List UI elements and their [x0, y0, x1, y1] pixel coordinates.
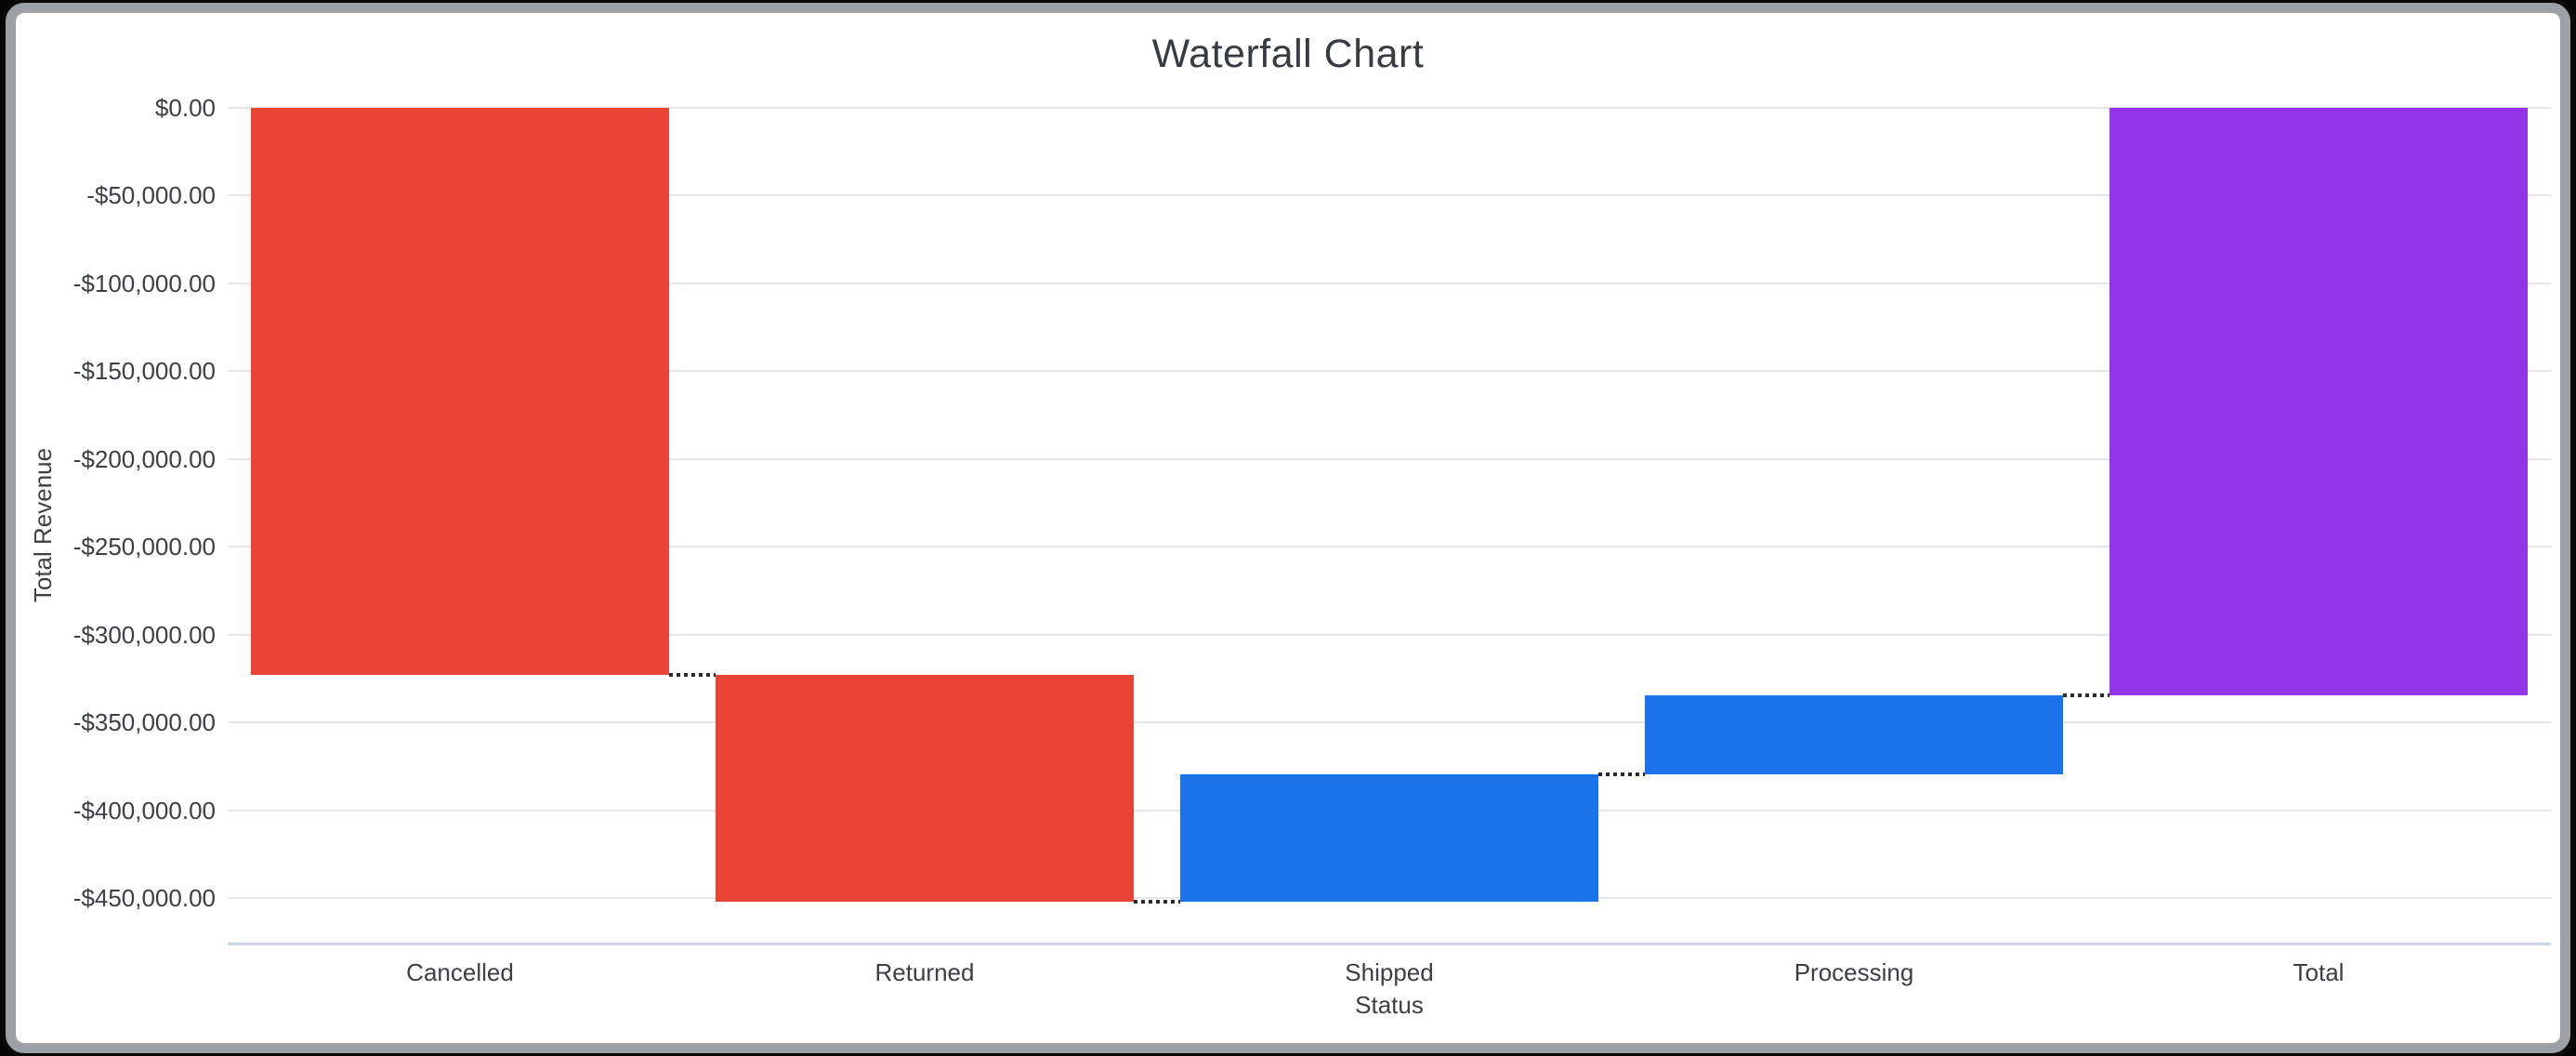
bar-returned[interactable] [716, 675, 1134, 902]
gridline [228, 633, 2551, 636]
bar-cancelled[interactable] [251, 107, 669, 675]
y-tick-label: -$200,000.00 [72, 444, 216, 473]
y-tick-label: -$350,000.00 [72, 708, 216, 737]
x-tick-label-processing: Processing [1794, 958, 1914, 986]
y-tick-label: $0.00 [154, 93, 216, 122]
gridline [228, 457, 2551, 460]
bar-processing[interactable] [1645, 694, 2063, 774]
waterfall-connector [669, 673, 716, 677]
chart-title: Waterfall Chart [1151, 32, 1425, 76]
gridline [228, 370, 2551, 372]
x-tick-label-total: Total [2293, 958, 2345, 986]
x-axis-baseline [228, 942, 2551, 945]
gridline [228, 106, 2551, 109]
y-tick-label: -$100,000.00 [72, 269, 216, 297]
y-axis-title: Total Revenue [29, 447, 57, 603]
waterfall-connector [2063, 693, 2109, 697]
x-axis-title: Status [1355, 991, 1424, 1019]
gridline [228, 546, 2551, 548]
bar-shipped[interactable] [1180, 773, 1598, 902]
x-tick-label-cancelled: Cancelled [406, 958, 514, 986]
bar-total[interactable] [2109, 107, 2528, 695]
gridline [228, 721, 2551, 724]
y-tick-label: -$400,000.00 [72, 796, 216, 825]
waterfall-connector [1134, 900, 1180, 904]
gridline [228, 194, 2551, 196]
gridline [228, 282, 2551, 284]
y-tick-label: -$450,000.00 [72, 884, 216, 913]
waterfall-connector [1598, 772, 1645, 776]
y-tick-label: -$50,000.00 [86, 181, 216, 209]
x-tick-label-returned: Returned [874, 958, 975, 986]
y-tick-label: -$150,000.00 [72, 357, 216, 385]
x-tick-label-shipped: Shipped [1345, 958, 1434, 986]
y-tick-label: -$250,000.00 [72, 533, 216, 561]
y-tick-label: -$300,000.00 [72, 620, 216, 649]
